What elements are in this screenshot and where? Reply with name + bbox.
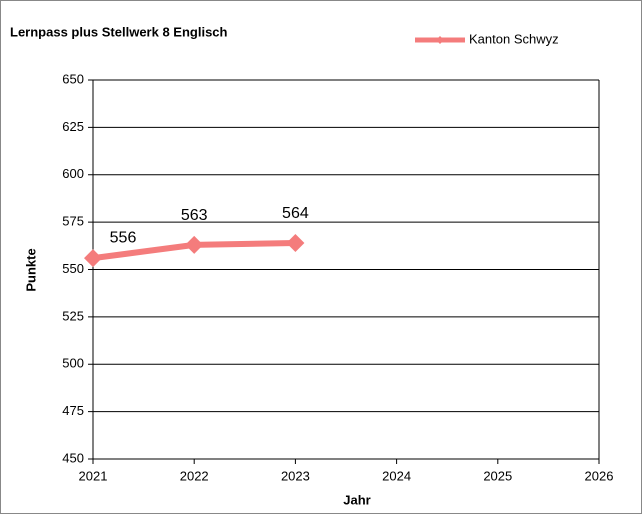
data-label: 556	[110, 229, 137, 246]
data-label: 563	[181, 207, 208, 224]
point-marker	[185, 235, 204, 254]
y-tick-label: 500	[62, 356, 84, 371]
legend-label: Kanton Schwyz	[469, 31, 559, 46]
point-marker	[286, 233, 305, 252]
y-axis-label: Punkte	[23, 248, 38, 291]
data-label: 564	[282, 205, 309, 222]
y-tick-label: 525	[62, 308, 84, 323]
x-axis-label: Jahr	[343, 492, 370, 507]
y-tick-label: 600	[62, 166, 84, 181]
y-tick-label: 450	[62, 450, 84, 465]
x-tick-label: 2023	[281, 468, 310, 483]
legend-marker	[436, 36, 444, 44]
x-tick-label: 2021	[79, 468, 108, 483]
y-tick-label: 475	[62, 403, 84, 418]
x-tick-label: 2025	[483, 468, 512, 483]
x-tick-label: 2022	[180, 468, 209, 483]
y-tick-label: 550	[62, 261, 84, 276]
x-tick-label: 2026	[585, 468, 614, 483]
point-marker	[84, 249, 102, 268]
y-tick-label: 625	[62, 119, 84, 134]
y-tick-label: 575	[62, 214, 84, 229]
x-tick-label: 2024	[382, 468, 411, 483]
chart-title: Lernpass plus Stellwerk 8 Englisch	[10, 24, 228, 39]
y-tick-label: 650	[62, 71, 84, 86]
